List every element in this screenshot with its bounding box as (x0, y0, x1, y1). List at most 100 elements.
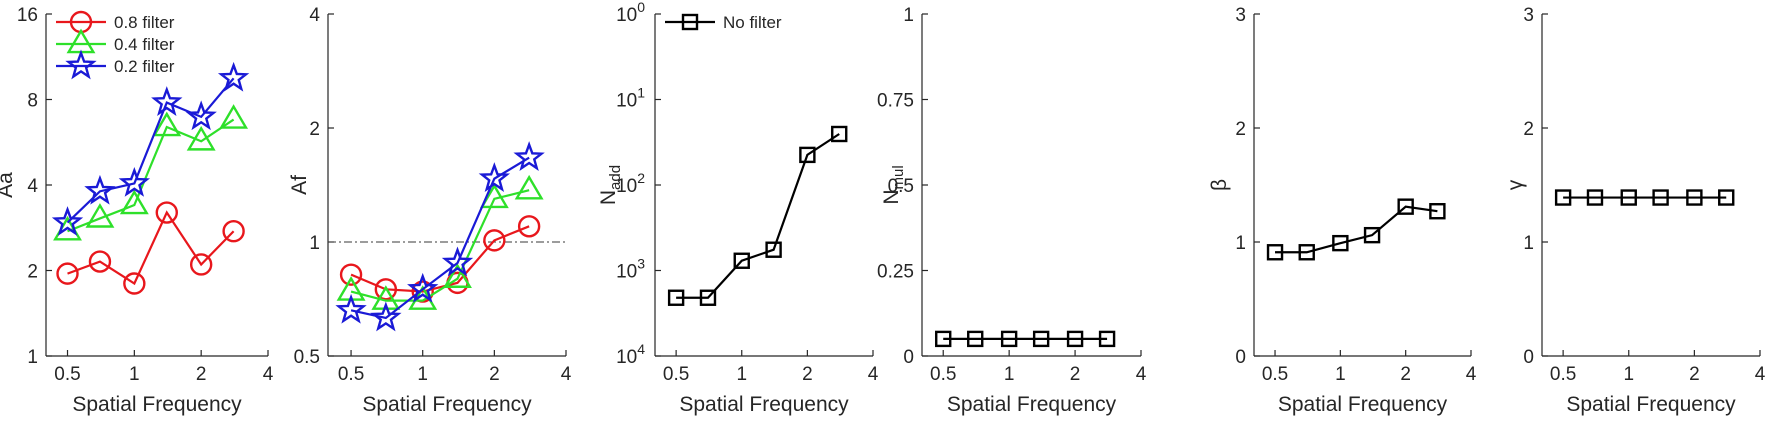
x-tick-label: 0.5 (54, 364, 80, 385)
x-tick-label: 1 (417, 364, 428, 385)
legend-item: 0.8 filter (56, 10, 175, 34)
x-tick-label: 4 (263, 364, 274, 385)
x-axis-label: Spatial Frequency (362, 393, 532, 416)
series-line (676, 133, 840, 299)
legend-label: 0.4 filter (114, 35, 175, 54)
y-axis-label: Nmul (880, 165, 907, 204)
data-point (1718, 189, 1735, 206)
y-tick-label: 2 (309, 119, 320, 140)
data-point (88, 250, 112, 273)
chart-panel-3: 0.5 1 2 4 100 101 102 103 104 Spatial Frequency Na… (597, 0, 879, 416)
data-point (217, 61, 250, 92)
series-0-4-filter (53, 104, 249, 241)
data-point (1620, 189, 1637, 206)
legend: No filter (665, 13, 782, 32)
data-point (478, 162, 511, 192)
data-point (219, 104, 249, 129)
y-tick-label: 104 (616, 341, 645, 368)
chart-panel-2: 0.5 1 2 4 0.5 1 2 4 Spatial Frequency Af (288, 5, 572, 416)
y-tick-label: 0.5 (888, 176, 914, 197)
x-tick-label: 1 (129, 364, 140, 385)
x-axis-label: Spatial Frequency (72, 393, 242, 416)
legend-label: 0.2 filter (114, 57, 175, 76)
y-tick-label: 0.75 (877, 91, 914, 112)
x-tick-label: 4 (868, 364, 879, 385)
data-point (1397, 198, 1414, 215)
y-tick-label: 2 (1523, 119, 1534, 140)
data-point (443, 263, 472, 288)
data-point (155, 201, 178, 224)
data-point (186, 125, 216, 151)
y-tick-label: 103 (616, 256, 645, 283)
y-tick-label: 1 (1235, 233, 1246, 254)
y-tick-label: 100 (616, 0, 645, 26)
x-tick-label: 2 (1689, 364, 1700, 385)
y-axis-label: γ (1504, 179, 1527, 190)
legend-marker (65, 49, 97, 80)
y-tick-label: 0.5 (294, 347, 320, 368)
data-point (374, 278, 398, 301)
y-tick-label: 101 (616, 85, 645, 112)
data-point (370, 301, 402, 332)
data-point (517, 215, 541, 238)
x-tick-label: 1 (736, 364, 747, 385)
y-axis-label: Aa (0, 172, 17, 198)
data-point (407, 272, 439, 303)
data-point (152, 111, 182, 137)
series-0-2-filter (51, 61, 250, 236)
data-point (483, 229, 506, 252)
data-point (1098, 330, 1116, 348)
data-point (831, 125, 848, 143)
data-point (84, 174, 116, 205)
y-tick-label: 0 (1235, 347, 1246, 368)
data-point (667, 289, 685, 306)
data-point (56, 262, 79, 285)
x-tick-label: 1 (1623, 364, 1634, 385)
series-1 (1554, 189, 1735, 206)
legend-marker (66, 28, 96, 54)
data-point (1298, 244, 1315, 261)
data-point (1000, 330, 1018, 348)
series-line (1275, 205, 1438, 254)
x-tick-label: 0.5 (1262, 364, 1288, 385)
data-point (1554, 189, 1572, 206)
x-tick-label: 0.5 (663, 364, 689, 385)
x-axis-label: Spatial Frequency (679, 393, 849, 416)
y-tick-label: 16 (17, 5, 38, 26)
x-tick-label: 0.5 (1550, 364, 1576, 385)
data-point (151, 86, 183, 116)
x-axis-label: Spatial Frequency (1278, 393, 1448, 416)
data-point (335, 293, 367, 324)
y-tick-label: 3 (1523, 5, 1534, 26)
y-tick-label: 102 (616, 170, 645, 197)
y-tick-label: 0 (903, 347, 914, 368)
x-tick-label: 2 (1070, 364, 1081, 385)
x-tick-label: 2 (196, 364, 207, 385)
data-point (119, 189, 149, 215)
series-0-4-filter (336, 174, 544, 310)
series-1 (935, 330, 1116, 348)
legend-label: 0.8 filter (114, 13, 175, 32)
x-axis-label: Spatial Frequency (947, 393, 1117, 416)
series-line (67, 118, 235, 233)
data-point (51, 206, 84, 236)
chart-panel-1: 0.5 1 2 4 1 2 4 8 16 Spatial Frequency Aa 0.8 filte… (0, 5, 274, 416)
y-tick-label: 1 (903, 5, 914, 26)
legend: 0.8 filter 0.4 filter 0.2 filter (56, 10, 175, 80)
data-point (1652, 189, 1669, 206)
x-tick-label: 2 (802, 364, 813, 385)
x-tick-label: 2 (489, 364, 500, 385)
x-tick-label: 0.5 (930, 364, 956, 385)
x-axis-label: Spatial Frequency (1566, 393, 1736, 416)
y-tick-label: 2 (27, 262, 38, 283)
data-point (513, 141, 545, 171)
data-point (123, 272, 146, 295)
y-tick-label: 0 (1523, 347, 1534, 368)
y-tick-label: 8 (27, 91, 38, 112)
data-point (1363, 226, 1381, 244)
x-tick-label: 4 (561, 364, 572, 385)
data-point (733, 252, 750, 269)
y-tick-label: 4 (27, 176, 38, 197)
legend-item: No filter (665, 13, 782, 32)
